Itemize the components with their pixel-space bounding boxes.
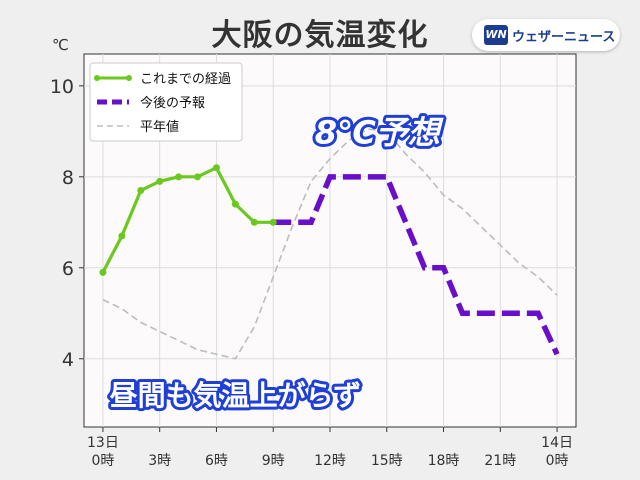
series-point-observed bbox=[156, 177, 164, 185]
series-point-observed bbox=[250, 218, 258, 226]
x-tick-label-hour: 3時 bbox=[148, 453, 171, 469]
series-line-observed bbox=[101, 166, 274, 274]
legend-label: これまでの経過 bbox=[140, 72, 231, 87]
series-point-observed bbox=[231, 200, 239, 208]
weathernews-logo-text: ウェザーニュース bbox=[512, 30, 616, 45]
x-tick-label-hour: 6時 bbox=[205, 453, 228, 469]
legend-label: 平年値 bbox=[140, 119, 179, 135]
series-point-observed bbox=[175, 173, 183, 181]
x-tick-label-hour: 0時 bbox=[546, 453, 569, 469]
series-point-observed bbox=[212, 164, 220, 172]
weathernews-logo-mark: WN bbox=[484, 25, 508, 45]
y-tick-label: 4 bbox=[62, 349, 74, 371]
y-tick-label: 10 bbox=[50, 76, 74, 98]
legend-box bbox=[89, 62, 243, 142]
x-tick-label-hour: 21時 bbox=[484, 453, 516, 469]
legend-label: 今後の予報 bbox=[140, 95, 205, 111]
x-tick-label-hour: 0時 bbox=[91, 453, 114, 469]
x-tick-label-day: 14日 bbox=[541, 435, 573, 451]
annotation-forecast-high: 8℃予想 bbox=[315, 113, 444, 151]
x-tick-label-hour: 18時 bbox=[428, 453, 460, 469]
series-point-observed bbox=[194, 173, 202, 181]
series-point-observed bbox=[269, 218, 277, 226]
legend-marker-observed bbox=[94, 75, 100, 81]
series-line-forecast bbox=[273, 174, 560, 356]
series-point-observed bbox=[99, 268, 107, 276]
legend-marker-observed bbox=[126, 75, 132, 81]
y-axis-unit-label: ℃ bbox=[52, 36, 69, 54]
weathernews-logo: WN ウェザーニュース bbox=[472, 19, 620, 51]
x-tick-label-hour: 12時 bbox=[314, 453, 346, 469]
series-point-observed bbox=[137, 186, 145, 194]
chart-title: 大阪の気温変化 bbox=[211, 18, 429, 53]
x-tick-label-hour: 15時 bbox=[371, 453, 403, 469]
y-tick-label: 6 bbox=[62, 258, 74, 280]
annotation-daytime-note: 昼間も気温上がらず bbox=[110, 379, 361, 412]
series-line-normal bbox=[102, 128, 558, 360]
series-point-observed bbox=[118, 232, 126, 240]
x-tick-label-day: 13日 bbox=[87, 435, 119, 451]
x-tick-label-hour: 9時 bbox=[262, 453, 285, 469]
y-tick-label: 8 bbox=[62, 167, 74, 189]
